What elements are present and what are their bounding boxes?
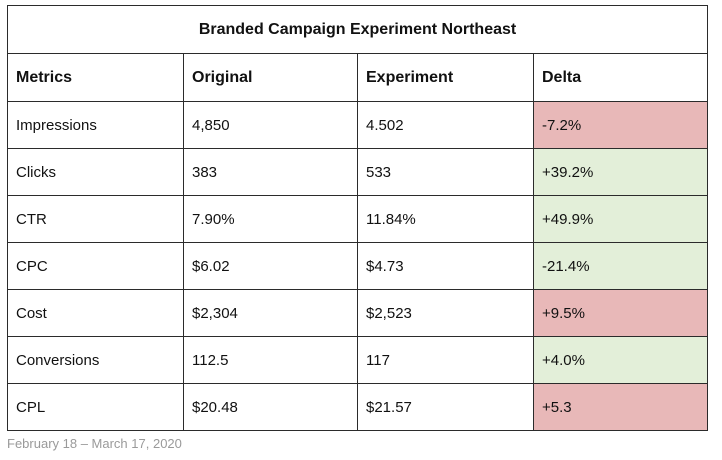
original-cell: $20.48 bbox=[183, 383, 358, 431]
delta-cell: +39.2% bbox=[532, 148, 709, 196]
delta-cell: +4.0% bbox=[532, 336, 709, 384]
header-experiment: Experiment bbox=[357, 53, 534, 102]
experiment-cell: 11.84% bbox=[357, 195, 534, 243]
metric-cell: CPC bbox=[7, 242, 184, 290]
table-row: CPL $20.48 $21.57 +5.3 bbox=[7, 383, 709, 431]
experiment-cell: 4.502 bbox=[357, 101, 534, 149]
original-cell: 4,850 bbox=[183, 101, 358, 149]
header-row: Metrics Original Experiment Delta bbox=[7, 53, 709, 102]
table-row: CPC $6.02 $4.73 -21.4% bbox=[7, 242, 709, 290]
metric-cell: CTR bbox=[7, 195, 184, 243]
metric-cell: CPL bbox=[7, 383, 184, 431]
experiment-cell: $21.57 bbox=[357, 383, 534, 431]
metric-cell: Conversions bbox=[7, 336, 184, 384]
table-row: Conversions 112.5 117 +4.0% bbox=[7, 336, 709, 384]
original-cell: 7.90% bbox=[183, 195, 358, 243]
campaign-table-container: Branded Campaign Experiment Northeast Me… bbox=[6, 5, 709, 431]
original-cell: 383 bbox=[183, 148, 358, 196]
experiment-cell: 117 bbox=[357, 336, 534, 384]
table-row: Clicks 383 533 +39.2% bbox=[7, 148, 709, 196]
date-range-caption: February 18 – March 17, 2020 bbox=[7, 436, 182, 451]
delta-cell: +49.9% bbox=[532, 195, 709, 243]
table-title: Branded Campaign Experiment Northeast bbox=[6, 5, 709, 54]
experiment-cell: 533 bbox=[357, 148, 534, 196]
campaign-metrics-table: Branded Campaign Experiment Northeast Me… bbox=[6, 5, 709, 431]
original-cell: 112.5 bbox=[183, 336, 358, 384]
header-metrics: Metrics bbox=[7, 53, 184, 102]
delta-cell: +5.3 bbox=[532, 383, 709, 431]
original-cell: $6.02 bbox=[183, 242, 358, 290]
metric-cell: Clicks bbox=[7, 148, 184, 196]
experiment-cell: $2,523 bbox=[357, 289, 534, 337]
header-original: Original bbox=[183, 53, 358, 102]
delta-cell: -21.4% bbox=[532, 242, 709, 290]
header-delta: Delta bbox=[532, 53, 709, 102]
original-cell: $2,304 bbox=[183, 289, 358, 337]
delta-cell: +9.5% bbox=[532, 289, 709, 337]
table-row: Impressions 4,850 4.502 -7.2% bbox=[7, 101, 709, 149]
delta-cell: -7.2% bbox=[532, 101, 709, 149]
table-row: Cost $2,304 $2,523 +9.5% bbox=[7, 289, 709, 337]
experiment-cell: $4.73 bbox=[357, 242, 534, 290]
table-row: CTR 7.90% 11.84% +49.9% bbox=[7, 195, 709, 243]
metric-cell: Impressions bbox=[7, 101, 184, 149]
metric-cell: Cost bbox=[7, 289, 184, 337]
